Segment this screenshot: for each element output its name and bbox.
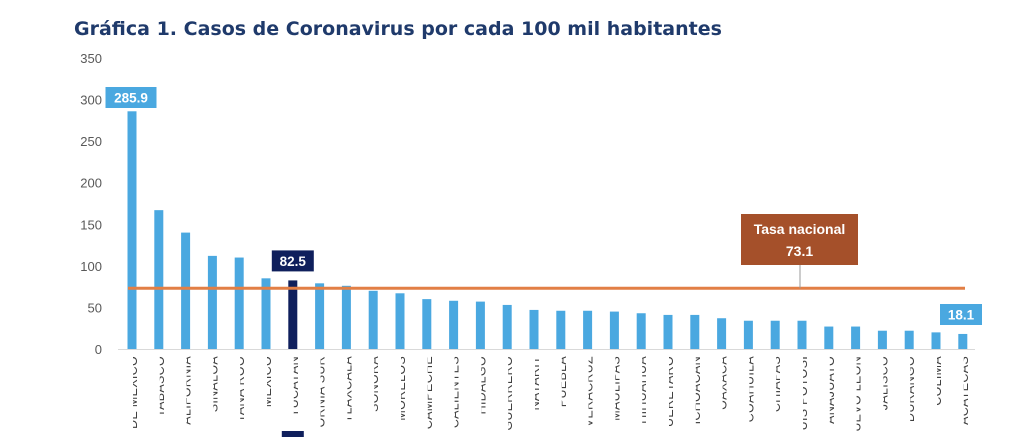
bar-25 (797, 320, 807, 349)
highlight-label-marker (281, 431, 304, 437)
bar-16 (556, 310, 566, 349)
bar-20 (663, 314, 673, 349)
bar-9 (368, 290, 378, 349)
national-rate-value: 73.1 (786, 243, 813, 259)
x-tick-label: DE MÉXICO (125, 356, 140, 429)
bar-12 (449, 300, 459, 349)
x-tick-label: TLAXCALA (340, 356, 354, 423)
x-tick-label: JALISCO (876, 356, 890, 410)
x-tick-label: MAULIPAS (608, 356, 622, 421)
x-tick-label: COLIMA (930, 356, 944, 406)
bar-18 (609, 311, 619, 349)
bar-0 (127, 111, 137, 349)
y-tick-label: 200 (80, 176, 102, 191)
bar-27 (851, 326, 861, 349)
bar-23 (743, 320, 753, 349)
bar-15 (529, 309, 539, 349)
bar-8 (341, 285, 351, 349)
x-tick-label: ACATECAS (957, 356, 971, 425)
y-tick-label: 150 (80, 217, 102, 232)
x-tick-label: DURANGO (903, 356, 917, 422)
data-label: 82.5 (280, 254, 307, 269)
chart-title: Gráfica 1. Casos de Coronavirus por cada… (74, 18, 722, 40)
y-tick-label: 100 (80, 259, 102, 274)
bar-5 (261, 278, 271, 349)
x-tick-label: YUCATÁN (286, 356, 301, 417)
bar-28 (877, 330, 887, 349)
bar-31 (958, 333, 968, 349)
bar-21 (690, 314, 700, 349)
bar-10 (395, 293, 405, 349)
x-tick-label: HIHUAHUA (635, 356, 649, 424)
bar-17 (583, 310, 593, 349)
bar-3 (207, 255, 217, 349)
x-tick-label: NAYARIT (528, 356, 542, 410)
y-tick-label: 350 (80, 51, 102, 66)
data-label-box (105, 87, 157, 108)
x-tick-label: HIDALGO (474, 356, 488, 414)
x-tick-label: SONORA (367, 356, 381, 412)
national-rate-label: Tasa nacional (754, 221, 846, 237)
x-tick-label: ORNIA SUR (314, 356, 328, 427)
bar-26 (824, 326, 834, 349)
x-tick-label: COAHUILA (742, 356, 756, 423)
x-tick-label: UIS POTOSÍ (795, 356, 810, 431)
x-tick-label: VERACRUZ (582, 356, 596, 427)
x-tick-label: UERÉTARO (661, 356, 676, 427)
bar-4 (234, 257, 244, 349)
bar-13 (475, 301, 485, 349)
bar-1 (154, 210, 164, 349)
x-tick-label: ALIFORNIA (180, 356, 194, 425)
bar-11 (422, 299, 432, 349)
x-tick-label: TANA ROO (233, 356, 247, 422)
bar-22 (717, 318, 727, 349)
x-tick-label: SINALOA (206, 356, 220, 413)
bar-30 (931, 332, 941, 349)
x-tick-label: CAMPECHE (421, 356, 435, 429)
data-label: 18.1 (948, 308, 975, 323)
bar-24 (770, 320, 780, 349)
bar-29 (904, 330, 914, 349)
x-tick-label: UEVO LEÓN (849, 356, 864, 432)
bar-19 (636, 313, 646, 349)
y-tick-label: 300 (80, 93, 102, 108)
x-tick-label: CALIENTES (448, 356, 462, 428)
x-tick-label: MORELOS (394, 356, 408, 421)
bar-7 (315, 283, 325, 349)
x-tick-label: ICHOACÁN (688, 356, 703, 424)
data-label: 285.9 (114, 91, 148, 106)
x-tick-label: TABASCO (153, 356, 167, 417)
bar-2 (181, 232, 191, 349)
x-tick-label: ANAJUATO (823, 356, 837, 424)
x-tick-label: MÉXICO (259, 356, 274, 407)
x-tick-label: OAXACA (716, 356, 730, 410)
x-tick-label: GUERRERO (501, 356, 515, 431)
x-tick-label: CHIAPAS (769, 356, 783, 412)
bar-6 (288, 280, 298, 349)
y-tick-label: 250 (80, 134, 102, 149)
data-label-box (940, 304, 982, 325)
y-tick-label: 0 (95, 342, 102, 357)
data-label-box (271, 250, 314, 272)
x-tick-label: PUEBLA (555, 356, 569, 407)
bar-14 (502, 304, 512, 349)
y-tick-label: 50 (88, 300, 102, 315)
national-rate-box (741, 214, 858, 265)
